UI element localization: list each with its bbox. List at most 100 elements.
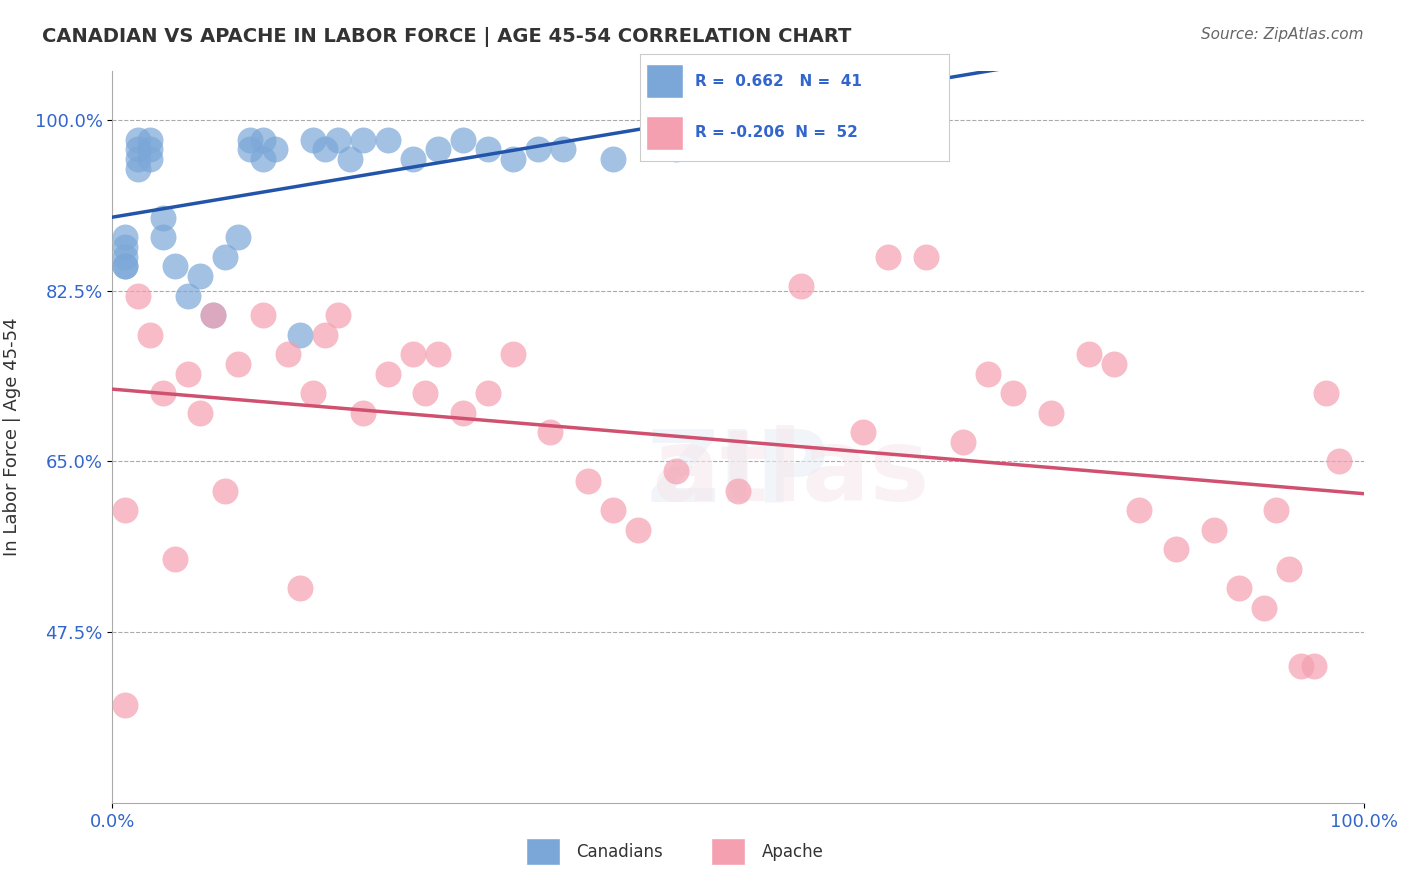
Point [426, 142, 449, 156]
Point [477, 386, 499, 401]
Point [339, 152, 361, 166]
Point [1039, 406, 1063, 420]
Point [239, 142, 262, 156]
Point [252, 152, 274, 166]
Point [402, 347, 425, 361]
Point [1315, 386, 1337, 401]
Point [176, 288, 198, 302]
Text: R = -0.206  N =  52: R = -0.206 N = 52 [696, 125, 858, 140]
Point [201, 308, 224, 322]
Point [114, 240, 136, 254]
Point [1302, 659, 1324, 673]
Point [977, 367, 1000, 381]
Point [352, 406, 374, 420]
Point [152, 386, 174, 401]
Point [326, 133, 349, 147]
Point [451, 133, 474, 147]
Point [139, 327, 162, 342]
Point [226, 230, 249, 244]
Point [1202, 523, 1225, 537]
Point [451, 406, 474, 420]
Point [1291, 659, 1313, 673]
Point [377, 133, 399, 147]
Point [502, 152, 524, 166]
Text: Source: ZipAtlas.com: Source: ZipAtlas.com [1201, 27, 1364, 42]
Point [314, 142, 336, 156]
Text: Canadians: Canadians [576, 843, 664, 861]
Text: CANADIAN VS APACHE IN LABOR FORCE | AGE 45-54 CORRELATION CHART: CANADIAN VS APACHE IN LABOR FORCE | AGE … [42, 27, 852, 46]
Point [477, 142, 499, 156]
Point [1227, 581, 1250, 595]
FancyBboxPatch shape [645, 116, 683, 150]
Point [1327, 454, 1350, 468]
Point [163, 260, 186, 274]
Text: ZIP: ZIP [647, 425, 830, 522]
Point [114, 503, 136, 517]
Point [214, 483, 236, 498]
Point [551, 142, 574, 156]
Point [664, 142, 686, 156]
Point [188, 269, 211, 284]
FancyBboxPatch shape [645, 64, 683, 98]
Point [226, 357, 249, 371]
Point [1265, 503, 1288, 517]
Text: atlas: atlas [547, 425, 929, 522]
Point [527, 142, 550, 156]
Point [301, 386, 323, 401]
Point [127, 133, 149, 147]
Point [1253, 600, 1275, 615]
FancyBboxPatch shape [711, 838, 745, 865]
Point [277, 347, 299, 361]
Point [188, 406, 211, 420]
Point [139, 133, 162, 147]
Point [252, 308, 274, 322]
Point [352, 133, 374, 147]
Text: Apache: Apache [762, 843, 824, 861]
Point [502, 347, 524, 361]
Text: R =  0.662   N =  41: R = 0.662 N = 41 [696, 74, 862, 89]
Point [127, 152, 149, 166]
Point [790, 279, 813, 293]
Point [114, 260, 136, 274]
Point [290, 327, 312, 342]
Point [377, 367, 399, 381]
Point [214, 250, 236, 264]
Point [314, 327, 336, 342]
Point [538, 425, 561, 440]
Point [426, 347, 449, 361]
Point [264, 142, 287, 156]
Point [413, 386, 436, 401]
Point [127, 161, 149, 176]
Point [176, 367, 198, 381]
Point [326, 308, 349, 322]
Point [664, 464, 686, 478]
FancyBboxPatch shape [526, 838, 560, 865]
Point [402, 152, 425, 166]
Point [127, 288, 149, 302]
Point [139, 142, 162, 156]
Point [1164, 542, 1187, 557]
Point [114, 250, 136, 264]
Point [1278, 562, 1301, 576]
Point [301, 133, 323, 147]
Point [114, 698, 136, 713]
Point [152, 230, 174, 244]
Point [1077, 347, 1099, 361]
Point [727, 483, 749, 498]
Point [152, 211, 174, 225]
Point [239, 133, 262, 147]
Y-axis label: In Labor Force | Age 45-54: In Labor Force | Age 45-54 [3, 318, 21, 557]
Point [1102, 357, 1125, 371]
Point [915, 250, 938, 264]
Point [139, 152, 162, 166]
Point [252, 133, 274, 147]
Point [602, 152, 624, 166]
Point [163, 552, 186, 566]
Point [952, 434, 974, 449]
Point [602, 503, 624, 517]
Point [290, 581, 312, 595]
Point [1128, 503, 1150, 517]
Point [576, 474, 599, 488]
Point [852, 425, 875, 440]
Point [877, 250, 900, 264]
